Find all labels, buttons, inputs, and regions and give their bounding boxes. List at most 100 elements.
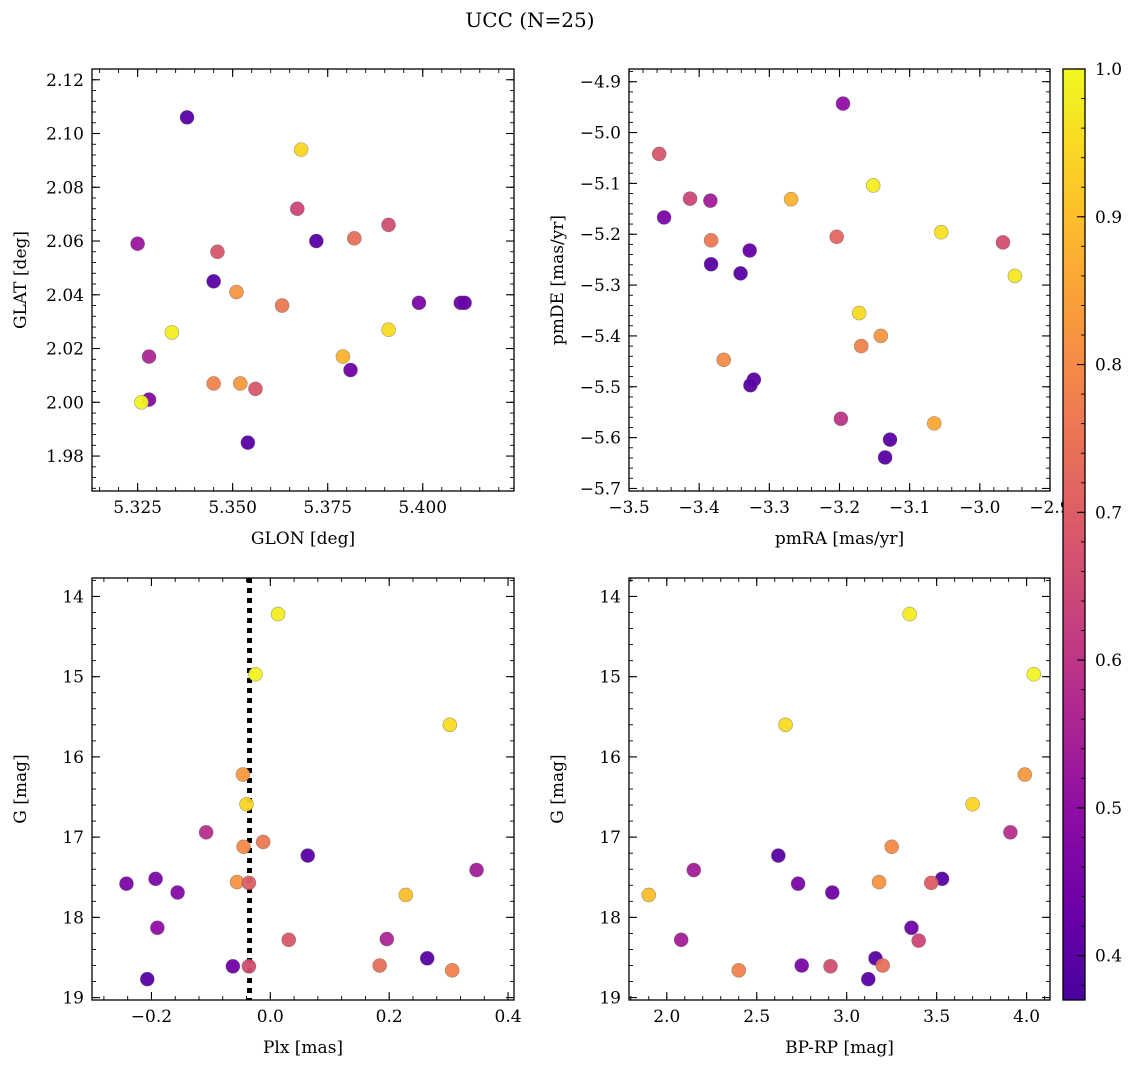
scatter-point	[823, 959, 838, 974]
scatter-point	[150, 920, 165, 936]
y-axis-label: pmDE [mas/yr]	[548, 215, 568, 345]
x-tick-label: −3.0	[959, 498, 1000, 518]
scatter-point	[229, 284, 244, 300]
scatter-point	[148, 871, 163, 887]
scatter-point	[686, 862, 702, 878]
x-axis-label: GLON [deg]	[251, 529, 355, 549]
scatter-point	[882, 432, 898, 447]
scatter-point	[210, 244, 225, 260]
scatter-point	[239, 796, 254, 812]
scatter-point	[742, 243, 757, 258]
y-tick-label: −5.2	[580, 225, 621, 245]
scatter-point	[778, 717, 793, 733]
scatter-point	[1026, 666, 1042, 682]
x-tick-label: 5.325	[113, 498, 162, 518]
scatter-point	[206, 274, 221, 289]
x-tick-label: −3.3	[749, 498, 790, 518]
scatter-point	[198, 825, 214, 840]
scatter-point	[347, 231, 362, 246]
y-tick-label: 14	[599, 587, 621, 607]
scatter-point	[871, 874, 887, 890]
y-tick-label: 16	[62, 748, 84, 768]
colorbar-tick-label: 0.7	[1095, 503, 1122, 523]
scatter-point	[829, 229, 844, 245]
panel-1: 5.325 5.350 5.375 5.400 1.98 2.00 2.02 2.04 2.06…	[11, 68, 515, 549]
axes-frame	[91, 577, 515, 1001]
scatter-point	[343, 362, 358, 378]
scatter-point	[134, 394, 149, 410]
y-tick-label: 14	[62, 587, 84, 607]
x-axis-label: pmRA [mas/yr]	[775, 529, 904, 549]
y-tick-label: 2.12	[46, 71, 84, 91]
y-tick-label: 18	[599, 908, 621, 928]
colorbar-tick-label: 0.5	[1095, 799, 1122, 819]
scatter-point	[309, 233, 324, 249]
scatter-point	[270, 606, 286, 622]
x-tick-label: −3.5	[608, 498, 649, 518]
colorbar-gradient	[1063, 69, 1085, 1000]
scatter-point	[656, 210, 672, 225]
x-tick-label: −0.2	[131, 1007, 172, 1027]
panel-3: −0.2 0.0 0.2 0.4 14 15 16 17 18 19 Plx [mas] G [mag…	[11, 577, 522, 1058]
scatter-point	[825, 885, 840, 900]
scatter-point	[281, 932, 297, 948]
scatter-points	[641, 606, 1042, 987]
scatter-point	[682, 191, 698, 206]
figure-title: UCC (N=25)	[465, 8, 594, 32]
scatter-point	[703, 193, 718, 208]
scatter-point	[141, 349, 157, 364]
y-tick-label: 1.98	[46, 447, 84, 467]
scatter-point	[902, 606, 917, 622]
colorbar-tick-label: 0.6	[1095, 651, 1122, 671]
x-tick-label: 4.0	[1013, 1007, 1040, 1027]
scatter-point	[733, 266, 748, 281]
x-tick-label: 2.5	[743, 1007, 770, 1027]
scatter-point	[164, 325, 180, 340]
scatter-point	[398, 887, 414, 903]
x-tick-label: 0.2	[376, 1007, 403, 1027]
y-tick-label: −5.0	[580, 124, 621, 144]
scatter-point	[225, 959, 241, 974]
scatter-point	[241, 959, 257, 974]
scatter-point	[372, 958, 387, 973]
axes-frame	[628, 68, 1051, 492]
scatter-point	[926, 416, 942, 431]
y-tick-label: −5.7	[580, 479, 621, 499]
scatter-point	[873, 328, 889, 344]
scatter-point	[248, 381, 263, 397]
x-tick-label: 5.400	[398, 498, 447, 518]
scatter-point	[865, 178, 881, 193]
x-tick-label: 5.375	[303, 498, 352, 518]
x-tick-label: 0.4	[495, 1007, 522, 1027]
scatter-point	[130, 236, 145, 252]
scatter-point	[965, 796, 980, 812]
x-tick-label: −2.9	[1029, 498, 1070, 518]
y-tick-label: 15	[62, 668, 84, 688]
scatter-point	[790, 876, 806, 891]
scatter-point	[379, 931, 395, 947]
scatter-points	[119, 606, 484, 987]
y-tick-label: −5.3	[580, 276, 621, 296]
scatter-point	[179, 110, 195, 125]
scatter-point	[933, 224, 949, 240]
scatter-point	[381, 322, 396, 338]
scatter-point	[716, 352, 732, 368]
scatter-point	[274, 298, 290, 313]
scatter-point	[232, 376, 248, 391]
scatter-point	[875, 958, 890, 973]
scatter-point	[771, 848, 786, 863]
scatter-point	[289, 201, 305, 217]
scatter-point	[877, 450, 893, 465]
colorbar-frame	[1062, 68, 1086, 1001]
scatter-point	[923, 875, 939, 891]
scatter-point	[911, 933, 926, 948]
scatter-point	[860, 971, 876, 987]
x-tick-label: 0.0	[257, 1007, 284, 1027]
y-tick-label: 15	[599, 668, 621, 688]
y-tick-label: −5.5	[580, 378, 621, 398]
scatter-point	[240, 435, 256, 450]
x-tick-label: 5.350	[208, 498, 257, 518]
scatter-point	[1003, 825, 1018, 840]
scatter-points	[651, 96, 1023, 465]
